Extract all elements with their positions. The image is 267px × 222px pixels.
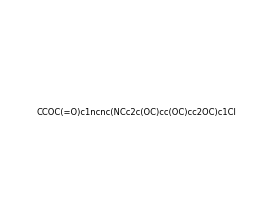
Text: CCOC(=O)c1ncnc(NCc2c(OC)cc(OC)cc2OC)c1Cl: CCOC(=O)c1ncnc(NCc2c(OC)cc(OC)cc2OC)c1Cl — [37, 108, 237, 117]
